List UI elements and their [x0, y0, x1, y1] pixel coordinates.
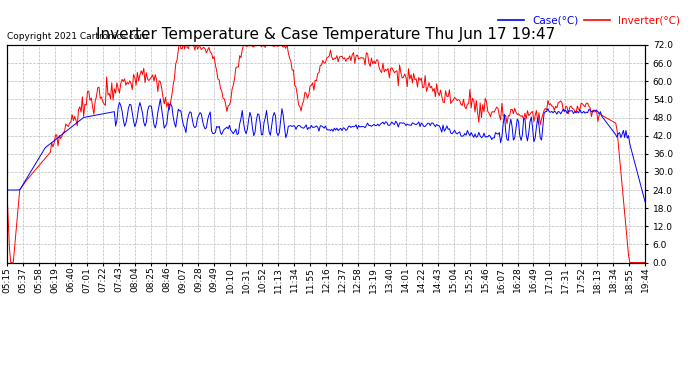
Title: Inverter Temperature & Case Temperature Thu Jun 17 19:47: Inverter Temperature & Case Temperature … — [97, 27, 555, 42]
Legend: Case(°C), Inverter(°C): Case(°C), Inverter(°C) — [494, 11, 684, 29]
Text: Copyright 2021 Cartronics.com: Copyright 2021 Cartronics.com — [7, 32, 148, 41]
